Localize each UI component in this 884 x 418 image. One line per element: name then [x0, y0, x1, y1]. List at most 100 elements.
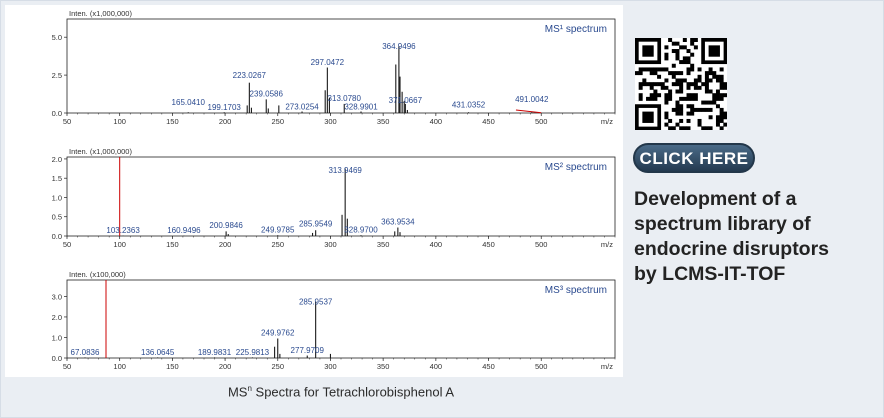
qr-module	[686, 85, 691, 90]
qr-module	[649, 96, 654, 101]
qr-module	[719, 111, 724, 116]
qr-module	[715, 96, 720, 101]
qr-module	[649, 71, 654, 76]
qr-module	[668, 126, 673, 131]
x-tick-label: 350	[377, 117, 390, 126]
qr-module	[697, 118, 702, 123]
qr-module	[715, 93, 720, 98]
qr-module	[679, 82, 684, 87]
qr-module	[686, 111, 691, 116]
qr-module	[690, 38, 695, 42]
x-tick-label: 200	[219, 240, 232, 249]
peak-label: 363.9534	[381, 217, 415, 226]
peak-label: 189.9831	[198, 348, 232, 357]
qr-module	[682, 56, 687, 61]
x-tick-label: 400	[430, 117, 443, 126]
qr-module	[715, 118, 720, 123]
peak-label: 103.2363	[106, 226, 140, 235]
qr-module	[719, 82, 724, 87]
qr-module	[719, 93, 724, 98]
qr-module	[649, 85, 654, 90]
qr-module	[693, 82, 698, 87]
qr-module	[668, 89, 673, 94]
qr-module	[701, 107, 706, 112]
qr-module	[686, 49, 691, 54]
x-tick-label: 50	[63, 240, 71, 249]
qr-module	[697, 85, 702, 90]
qr-module	[664, 67, 669, 72]
qr-module	[657, 74, 662, 79]
qr-module	[708, 67, 713, 72]
y-tick-label: 2.0	[52, 155, 62, 164]
qr-module	[649, 93, 654, 98]
qr-module	[686, 118, 691, 123]
qr-module	[679, 111, 684, 116]
qr-code-icon[interactable]	[635, 38, 728, 131]
qr-module	[679, 85, 684, 90]
y-tick-label: 0.5	[52, 213, 62, 222]
promo-text: Development of a spectrum library of end…	[634, 187, 874, 287]
peak-label: 199.1703	[208, 103, 242, 112]
qr-module	[671, 74, 676, 79]
x-tick-label: 100	[113, 362, 126, 371]
qr-module	[664, 78, 669, 83]
peak-label: 223.0267	[233, 71, 267, 80]
qr-module	[704, 78, 709, 83]
qr-module	[646, 82, 651, 87]
x-tick-label: 500	[535, 362, 548, 371]
qr-module	[715, 122, 720, 127]
qr-module	[701, 126, 706, 131]
qr-module	[675, 104, 680, 109]
qr-module	[719, 85, 724, 90]
qr-module	[664, 111, 669, 116]
qr-module	[704, 126, 709, 131]
qr-module	[664, 115, 669, 120]
y-axis-label: Inten. (x1,000,000)	[69, 147, 132, 156]
qr-module	[682, 38, 687, 42]
y-tick-label: 1.0	[52, 333, 62, 342]
qr-module	[708, 100, 713, 105]
qr-module	[671, 71, 676, 76]
qr-module	[712, 100, 717, 105]
qr-module	[671, 126, 676, 131]
qr-module	[723, 82, 728, 87]
qr-module	[675, 89, 680, 94]
qr-module	[664, 85, 669, 90]
x-tick-label: 350	[377, 362, 390, 371]
qr-module	[690, 107, 695, 112]
qr-module	[649, 82, 654, 87]
x-tick-label: 300	[324, 240, 337, 249]
qr-module	[682, 78, 687, 83]
qr-module	[664, 56, 669, 61]
qr-module	[653, 93, 658, 98]
qr-module	[664, 100, 669, 105]
qr-module	[697, 67, 702, 72]
qr-module	[646, 67, 651, 72]
qr-module	[723, 115, 728, 120]
qr-module	[712, 93, 717, 98]
qr-module	[715, 78, 720, 83]
spectrum-title: MS¹ spectrum	[545, 24, 607, 35]
x-tick-label: 400	[430, 362, 443, 371]
qr-module	[675, 111, 680, 116]
qr-module	[638, 82, 643, 87]
x-tick-label: 300	[324, 117, 337, 126]
qr-module	[708, 89, 713, 94]
qr-module	[693, 45, 698, 50]
qr-module	[708, 45, 720, 57]
click-here-button[interactable]: CLICK HERE	[633, 143, 755, 173]
qr-module	[690, 82, 695, 87]
x-tick-label: 200	[219, 117, 232, 126]
qr-module	[679, 104, 684, 109]
qr-module	[686, 71, 691, 76]
y-tick-label: 5.0	[52, 33, 62, 42]
peak-label: 160.9496	[167, 226, 201, 235]
peak-label: 491.0042	[515, 95, 549, 104]
x-tick-label: 350	[377, 240, 390, 249]
qr-module	[712, 96, 717, 101]
qr-module	[638, 71, 643, 76]
qr-module	[690, 41, 695, 46]
qr-module	[693, 96, 698, 101]
x-axis-label: m/z	[601, 362, 613, 371]
spectra-svg: Inten. (x1,000,000) MS¹ spectrum 50 100 150 2…	[52, 9, 616, 371]
